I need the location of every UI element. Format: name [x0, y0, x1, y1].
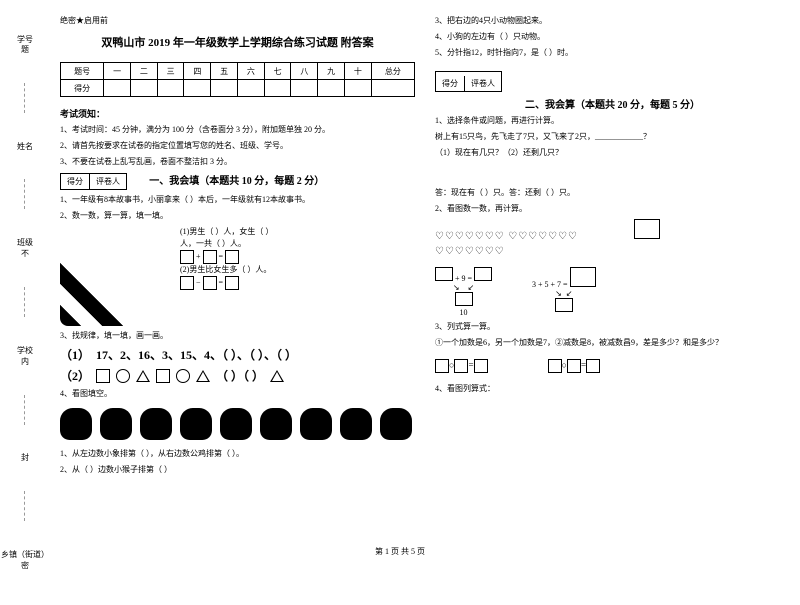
th: 七 [264, 63, 291, 80]
sidebar-item: 学号题 [17, 34, 33, 55]
seq-label: （1） [60, 346, 90, 363]
rq1-line: （1）现在有几只？（2）还剩几只？ [435, 147, 790, 159]
sidebar-item: 学校内 [17, 345, 33, 367]
q2-line: 人，一共（ ）人。 [180, 238, 415, 250]
th: 二 [130, 63, 157, 80]
r-line: 3、把右边的4只小动物圈起来。 [435, 15, 790, 27]
spacer [435, 163, 790, 183]
q2-text: (1)男生（ ）人，女生（ ） 人，一共（ ）人。 + = (2)男生比女生多（… [180, 226, 415, 290]
q3-seq-row: （1） 17、2、16、3、15、4、（ ）、（ ）、（ ） [60, 346, 415, 363]
scorebox-label: 评卷人 [90, 174, 126, 189]
secret-label: 绝密★启用前 [60, 15, 415, 26]
th: 八 [291, 63, 318, 80]
td: 得分 [61, 80, 104, 97]
th: 四 [184, 63, 211, 80]
q4-line: 1、从左边数小象排第（ ），从右边数公鸡排第（ ）。 [60, 448, 415, 460]
calc-diagram-1: + 9 = ↘ ↙ 10 [435, 267, 492, 317]
scorebox-row2: 得分 评卷人 [435, 71, 790, 92]
th: 九 [318, 63, 345, 80]
hearts-row: ♡♡♡♡♡♡♡ [435, 246, 790, 257]
calc-row: + 9 = ↘ ↙ 10 3 + 5 + 7 = ↘ ↙ [435, 267, 790, 317]
eq-boxes-row: ○= ○= [435, 359, 790, 373]
th: 一 [104, 63, 131, 80]
sidebar-item: 姓名 [17, 141, 33, 152]
q2-line: (2)男生比女生多（ ）人。 [180, 264, 415, 276]
animal-icon [180, 408, 212, 440]
animal-icon [380, 408, 412, 440]
seq-text: 17、2、16、3、15、4、（ ）、（ ）、（ ） [96, 346, 297, 363]
q3-shapes-row: （2） （ ）（ ） [60, 367, 415, 384]
notice-line: 2、请首先按要求在试卷的指定位置填写您的姓名、班级、学号。 [60, 140, 415, 152]
scorebox-label: 评卷人 [465, 76, 501, 91]
score-table: 题号 一 二 三 四 五 六 七 八 九 十 总分 得分 [60, 62, 415, 97]
th: 十 [344, 63, 371, 80]
animals-row [60, 408, 415, 440]
r-line: 5、分针指12，时针指向7，是（ ）时。 [435, 47, 790, 59]
equation-row: − = [180, 276, 415, 290]
dashed-divider [24, 179, 26, 209]
animal-icon [140, 408, 172, 440]
binding-sidebar: 学号题 姓名 班级不 学校内 封 乡镇（街道）密 [0, 0, 50, 605]
scorebox-label: 得分 [61, 174, 90, 189]
th: 五 [211, 63, 238, 80]
th: 总分 [371, 63, 414, 80]
dashed-divider [24, 83, 26, 113]
notice-heading: 考试须知： [60, 107, 415, 120]
q1: 1、一年级有8本故事书，小丽拿来（ ）本后，一年级就有12本故事书。 [60, 194, 415, 206]
exam-page: 学号题 姓名 班级不 学校内 封 乡镇（街道）密 绝密★启用前 双鸭山市 201… [0, 0, 800, 565]
q2: 2、数一数，算一算，填一填。 [60, 210, 415, 222]
q2-line: (1)男生（ ）人，女生（ ） [180, 226, 415, 238]
animal-icon [220, 408, 252, 440]
r-line: 4、小狗的左边有（ ）只动物。 [435, 31, 790, 43]
animal-icon [340, 408, 372, 440]
dashed-divider [24, 395, 26, 425]
dashed-divider [24, 287, 26, 317]
content-area: 绝密★启用前 双鸭山市 2019 年一年级数学上学期综合练习试题 附答案 题号 … [50, 0, 800, 565]
sidebar-item: 封 [21, 452, 29, 463]
calc-diagram-2: 3 + 5 + 7 = ↘ ↙ [532, 267, 596, 317]
section2-title: 二、我会算（本题共 20 分，每题 5 分） [435, 96, 790, 111]
eq-boxes: ○= [435, 359, 488, 373]
th: 六 [237, 63, 264, 80]
hearts-row: ♡♡♡♡♡♡♡ ♡♡♡♡♡♡♡ [435, 219, 790, 242]
rq1-ans: 答：现在有（ ）只。答：还剩（ ）只。 [435, 187, 790, 199]
scorebox-label: 得分 [436, 76, 465, 91]
page-footer: 第 1 页 共 5 页 [0, 546, 800, 557]
animal-icon [60, 408, 92, 440]
rq2: 2、看图数一数，再计算。 [435, 203, 790, 215]
rq3-line: ①一个加数是6，另一个加数是7，②减数是8，被减数昌9，差是多少？和是多少？ [435, 337, 790, 349]
sidebar-item: 班级不 [17, 237, 33, 259]
dashed-divider [24, 491, 26, 521]
animal-icon [300, 408, 332, 440]
scorebox: 得分 评卷人 [60, 173, 127, 190]
left-column: 绝密★启用前 双鸭山市 2019 年一年级数学上学期综合练习试题 附答案 题号 … [60, 15, 415, 550]
rq3: 3、列式算一算。 [435, 321, 790, 333]
rq4: 4、看图列算式： [435, 383, 790, 395]
eq-boxes: ○= [548, 359, 601, 373]
notice-line: 1、考试时间：45 分钟，满分为 100 分（含卷面分 3 分），附加题单独 2… [60, 124, 415, 136]
q4: 4、看图填空。 [60, 388, 415, 400]
notice-line: 3、不要在试卷上乱写乱画，卷面不整洁扣 3 分。 [60, 156, 415, 168]
th: 题号 [61, 63, 104, 80]
seq-label: （2） [60, 367, 90, 384]
animal-icon [260, 408, 292, 440]
rq1: 1、选择条件或问题，再进行计算。 [435, 115, 790, 127]
q4-line: 2、从（ ）边数小猴子排第（ ） [60, 464, 415, 476]
section-title: 一、我会填（本题共 10 分，每题 2 分） [149, 176, 324, 187]
right-column: 3、把右边的4只小动物圈起来。 4、小狗的左边有（ ）只动物。 5、分针指12，… [435, 15, 790, 550]
q3: 3、找规律，填一填，画一画。 [60, 330, 415, 342]
kids-illustration [60, 226, 170, 326]
equation-row: + = [180, 250, 415, 264]
q2-figure-row: (1)男生（ ）人，女生（ ） 人，一共（ ）人。 + = (2)男生比女生多（… [60, 226, 415, 326]
animal-icon [100, 408, 132, 440]
th: 三 [157, 63, 184, 80]
rq1-line: 树上有15只鸟，先飞走了7只，又飞来了2只，____________？ [435, 131, 790, 143]
scorebox-row: 得分 评卷人 一、我会填（本题共 10 分，每题 2 分） [60, 172, 415, 190]
scorebox: 得分 评卷人 [435, 71, 502, 92]
exam-title: 双鸭山市 2019 年一年级数学上学期综合练习试题 附答案 [60, 34, 415, 50]
